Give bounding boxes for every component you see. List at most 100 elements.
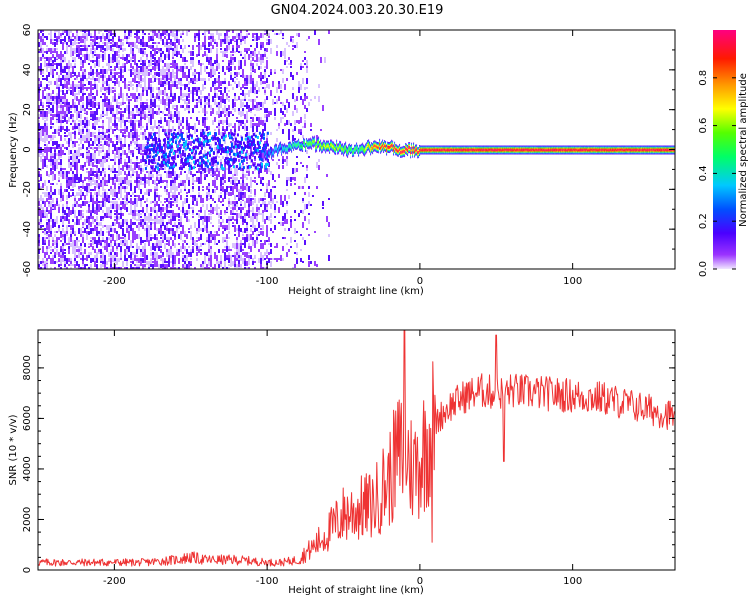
noise-cell — [66, 45, 68, 49]
noise-cell — [260, 54, 262, 60]
noise-cell — [120, 159, 122, 164]
noise-cell — [76, 180, 78, 182]
noise-cell — [222, 111, 224, 114]
noise-cell — [78, 120, 80, 122]
noise-cell — [246, 177, 248, 180]
noise-cell — [46, 102, 48, 104]
noise-cell — [72, 126, 74, 130]
noise-cell — [194, 225, 196, 227]
noise-cell — [252, 105, 254, 108]
noise-cell — [236, 201, 238, 205]
noise-cell — [76, 162, 78, 165]
noise-cell — [84, 33, 86, 36]
noise-cell — [206, 240, 208, 242]
noise-cell — [164, 42, 166, 47]
noise-cell — [68, 246, 70, 250]
noise-cell — [274, 258, 276, 260]
noise-cell — [50, 69, 52, 75]
noise-cell — [286, 210, 288, 214]
noise-cell — [222, 39, 224, 44]
noise-cell — [124, 48, 126, 51]
noise-cell — [114, 222, 116, 226]
noise-cell — [38, 198, 40, 201]
noise-cell — [292, 177, 294, 180]
noise-cell — [268, 39, 270, 45]
noise-cell — [226, 48, 228, 52]
noise-cell — [122, 201, 124, 204]
noise-cell — [50, 267, 52, 269]
noise-cell — [62, 96, 64, 99]
noise-cell — [52, 123, 54, 125]
noise-cell — [158, 33, 160, 39]
noise-cell — [272, 30, 274, 32]
noise-cell — [106, 81, 108, 86]
noise-cell — [116, 123, 118, 126]
noise-cell — [62, 102, 64, 104]
noise-cell — [218, 114, 220, 118]
noise-cell — [38, 81, 40, 84]
noise-cell — [166, 33, 168, 36]
noise-cell — [132, 213, 134, 216]
noise-cell — [214, 264, 216, 269]
noise-cell — [188, 180, 190, 186]
noise-cell — [132, 57, 134, 59]
noise-cell — [90, 147, 92, 149]
noise-cell — [80, 138, 82, 144]
noise-cell — [304, 123, 306, 128]
noise-cell — [42, 210, 44, 215]
noise-cell — [86, 45, 88, 48]
noise-cell — [154, 78, 156, 82]
noise-cell — [148, 267, 150, 269]
noise-cell — [306, 78, 308, 84]
noise-cell — [44, 51, 46, 53]
noise-cell — [134, 72, 136, 77]
noise-cell — [166, 75, 168, 79]
noise-cell — [266, 84, 268, 88]
noise-cell — [170, 66, 172, 68]
noise-cell — [70, 168, 72, 171]
noise-cell — [42, 231, 44, 233]
noise-cell — [136, 201, 138, 207]
noise-cell — [250, 51, 252, 54]
noise-cell — [152, 63, 154, 65]
noise-cell — [224, 261, 226, 266]
noise-cell — [50, 219, 52, 222]
noise-cell — [174, 114, 176, 116]
noise-cell — [244, 54, 246, 60]
noise-cell — [148, 45, 150, 48]
noise-cell — [44, 129, 46, 133]
noise-cell — [260, 252, 262, 258]
noise-cell — [236, 117, 238, 119]
noise-cell — [104, 225, 106, 227]
noise-cell — [160, 228, 162, 231]
noise-cell — [50, 246, 52, 248]
noise-cell — [130, 165, 132, 171]
noise-cell — [56, 42, 58, 45]
noise-cell — [164, 54, 166, 60]
noise-cell — [40, 114, 42, 117]
noise-cell — [166, 252, 168, 257]
noise-cell — [246, 255, 248, 258]
noise-cell — [120, 258, 122, 260]
noise-cell — [62, 39, 64, 41]
noise-cell — [112, 267, 114, 269]
noise-cell — [58, 192, 60, 195]
noise-cell — [92, 87, 94, 90]
noise-cell — [198, 75, 200, 81]
noise-cell — [210, 33, 212, 38]
noise-cell — [188, 141, 190, 145]
noise-cell — [60, 198, 62, 202]
noise-cell — [84, 120, 86, 124]
noise-cell — [98, 234, 100, 239]
noise-cell — [252, 153, 254, 157]
noise-cell — [96, 246, 98, 248]
noise-cell — [72, 90, 74, 96]
noise-cell — [298, 213, 300, 217]
noise-cell — [136, 195, 138, 197]
noise-cell — [78, 210, 80, 216]
noise-cell — [102, 261, 104, 265]
noise-cell — [146, 216, 148, 221]
noise-cell — [52, 72, 54, 77]
noise-cell — [270, 243, 272, 247]
noise-cell — [288, 120, 290, 125]
